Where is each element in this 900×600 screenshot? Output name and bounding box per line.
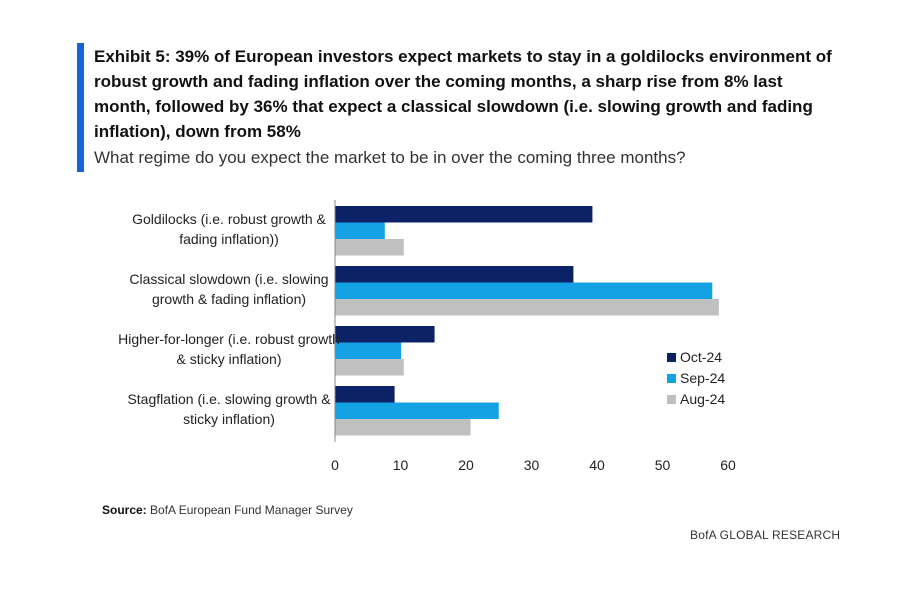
x-tick-label: 30 xyxy=(524,457,540,473)
x-tick-label: 10 xyxy=(393,457,409,473)
bar-aug-24-1 xyxy=(335,299,719,316)
x-tick-label: 40 xyxy=(589,457,605,473)
bar-aug-24-0 xyxy=(335,239,404,256)
category-label: Classical slowdown (i.e. slowing xyxy=(129,271,328,287)
source-note: Source: BofA European Fund Manager Surve… xyxy=(102,503,353,517)
bar-oct-24-3 xyxy=(335,386,395,403)
source-label: Source: xyxy=(102,503,147,517)
bar-sep-24-3 xyxy=(335,402,499,419)
bar-aug-24-3 xyxy=(335,419,471,436)
legend-swatch-aug-24 xyxy=(667,395,676,404)
category-label: & sticky inflation) xyxy=(176,351,281,367)
brand-footer: BofA GLOBAL RESEARCH xyxy=(690,528,841,542)
bar-sep-24-2 xyxy=(335,342,402,359)
legend-swatch-sep-24 xyxy=(667,374,676,383)
legend-label-sep-24: Sep-24 xyxy=(680,370,725,386)
title-accent-bar xyxy=(77,43,84,172)
category-label: growth & fading inflation) xyxy=(152,291,306,307)
chart-title: Exhibit 5: 39% of European investors exp… xyxy=(94,47,832,141)
source-text: BofA European Fund Manager Survey xyxy=(150,503,353,517)
legend-label-aug-24: Aug-24 xyxy=(680,391,725,407)
chart-subtitle: What regime do you expect the market to … xyxy=(94,148,686,167)
legend-swatch-oct-24 xyxy=(667,353,676,362)
legend-label-oct-24: Oct-24 xyxy=(680,349,722,365)
bar-oct-24-2 xyxy=(335,326,435,343)
x-tick-label: 50 xyxy=(655,457,671,473)
bar-oct-24-0 xyxy=(335,206,593,223)
bar-oct-24-1 xyxy=(335,266,574,283)
bar-sep-24-1 xyxy=(335,282,713,299)
category-label: fading inflation)) xyxy=(179,231,279,247)
x-tick-label: 60 xyxy=(720,457,736,473)
bar-sep-24-0 xyxy=(335,222,385,239)
category-label: Stagflation (i.e. slowing growth & xyxy=(127,391,331,407)
category-label: Higher-for-longer (i.e. robust growth xyxy=(118,331,340,347)
x-tick-label: 20 xyxy=(458,457,474,473)
category-label: Goldilocks (i.e. robust growth & xyxy=(132,211,326,227)
bar-aug-24-2 xyxy=(335,359,404,376)
category-label: sticky inflation) xyxy=(183,411,275,427)
x-tick-label: 0 xyxy=(331,457,339,473)
